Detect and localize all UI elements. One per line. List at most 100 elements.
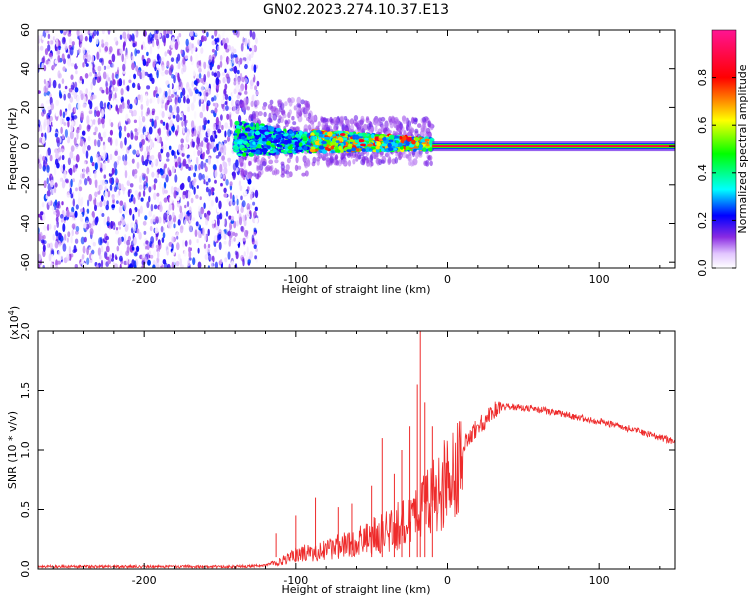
- heatmap-cell: [108, 59, 112, 65]
- heatmap-cell: [38, 34, 42, 40]
- heatmap-cell: [228, 60, 232, 69]
- heatmap-cell: [83, 30, 87, 36]
- heatmap-cell: [138, 184, 143, 190]
- heatmap-cell: [57, 260, 61, 265]
- heatmap-cell: [164, 144, 168, 151]
- heatmap-cell: [172, 211, 175, 218]
- heatmap-cell: [70, 211, 74, 216]
- heatmap-cell: [201, 85, 204, 92]
- heatmap-cell: [160, 148, 163, 154]
- heatmap-cell: [243, 251, 246, 257]
- spectrogram-x-label: Height of straight line (km): [281, 283, 430, 296]
- heatmap-cell: [185, 38, 189, 47]
- heatmap-cell: [141, 172, 145, 178]
- heatmap-cell: [205, 92, 209, 97]
- y-tick-label: -40: [19, 215, 32, 233]
- heatmap-cell: [124, 244, 128, 249]
- heatmap-cell: [292, 126, 296, 132]
- heatmap-cell: [94, 65, 98, 71]
- heatmap-cell: [252, 180, 257, 189]
- y-tick-label: -20: [19, 176, 32, 194]
- heatmap-cell: [235, 109, 240, 115]
- heatmap-cell: [67, 58, 71, 67]
- heatmap-cell: [340, 148, 344, 153]
- heatmap-cell: [186, 106, 191, 113]
- heatmap-cell: [178, 144, 181, 153]
- heatmap-cell: [71, 120, 74, 126]
- heatmap-cell: [402, 116, 408, 124]
- heatmap-cell: [43, 85, 47, 94]
- heatmap-cell: [177, 124, 180, 133]
- heatmap-cell: [146, 51, 149, 57]
- heatmap-cell: [133, 119, 137, 124]
- heatmap-cell: [358, 133, 363, 137]
- heatmap-cell: [156, 192, 160, 197]
- heatmap-cell: [56, 137, 60, 144]
- heatmap-cell: [107, 30, 111, 35]
- heatmap-cell: [311, 115, 317, 121]
- heatmap-cell: [46, 242, 50, 250]
- heatmap-cell: [66, 209, 70, 218]
- heatmap-cell: [157, 151, 161, 160]
- heatmap-cell: [221, 218, 226, 226]
- heatmap-cell: [189, 155, 193, 161]
- heatmap-cell: [191, 95, 194, 102]
- heatmap-cell: [124, 57, 127, 66]
- heatmap-cell: [170, 57, 175, 63]
- heatmap-cell: [53, 186, 57, 194]
- heatmap-cell: [75, 145, 79, 149]
- heatmap-cell: [396, 124, 402, 132]
- heatmap-cell: [162, 121, 166, 126]
- heatmap-cell: [415, 141, 420, 147]
- heatmap-cell: [70, 145, 75, 152]
- heatmap-cell: [367, 143, 373, 147]
- heatmap-cell: [212, 123, 216, 131]
- heatmap-cell: [170, 30, 173, 35]
- heatmap-region: [232, 96, 314, 181]
- x-tick-label: -100: [283, 574, 308, 587]
- heatmap-cell: [304, 107, 309, 114]
- heatmap-cell: [150, 138, 153, 148]
- heatmap-cell: [88, 63, 93, 70]
- heatmap-cell: [119, 140, 123, 149]
- heatmap-cell: [129, 183, 134, 188]
- heatmap-cell: [161, 174, 165, 179]
- heatmap-cell: [240, 162, 244, 167]
- heatmap-cell: [250, 189, 254, 195]
- heatmap-cell: [231, 99, 234, 108]
- heatmap-cell: [249, 47, 252, 52]
- heatmap-cell: [215, 155, 220, 159]
- heatmap-cell: [139, 81, 143, 86]
- heatmap-cell: [149, 98, 153, 104]
- heatmap-cell: [417, 123, 422, 128]
- heatmap-cell: [293, 105, 297, 111]
- heatmap-cell: [132, 109, 137, 117]
- heatmap-cell: [335, 149, 341, 153]
- heatmap-cell: [47, 200, 51, 206]
- heatmap-region: [432, 141, 675, 152]
- heatmap-cell: [206, 247, 211, 253]
- heatmap-cell: [380, 116, 386, 122]
- heatmap-cell: [178, 33, 182, 38]
- heatmap-cell: [40, 103, 44, 111]
- heatmap-cell: [168, 49, 172, 56]
- heatmap-cell: [193, 111, 197, 120]
- heatmap-cell: [197, 149, 201, 157]
- heatmap-cell: [251, 126, 255, 131]
- heatmap-cell: [182, 56, 186, 65]
- heatmap-cell: [57, 201, 61, 206]
- heatmap-cell: [60, 47, 63, 55]
- heatmap-cell: [232, 194, 235, 203]
- heatmap-cell: [136, 49, 141, 54]
- heatmap-cell: [199, 59, 202, 67]
- heatmap-cell: [230, 46, 235, 55]
- heatmap-cell: [181, 120, 184, 127]
- heatmap-cell: [200, 78, 204, 83]
- heatmap-cell: [148, 210, 153, 217]
- heatmap-cell: [95, 153, 99, 158]
- heatmap-cell: [111, 221, 115, 227]
- heatmap-cell: [406, 141, 410, 146]
- heatmap-cell: [184, 126, 188, 133]
- heatmap-cell: [168, 67, 173, 76]
- heatmap-cell: [88, 193, 93, 202]
